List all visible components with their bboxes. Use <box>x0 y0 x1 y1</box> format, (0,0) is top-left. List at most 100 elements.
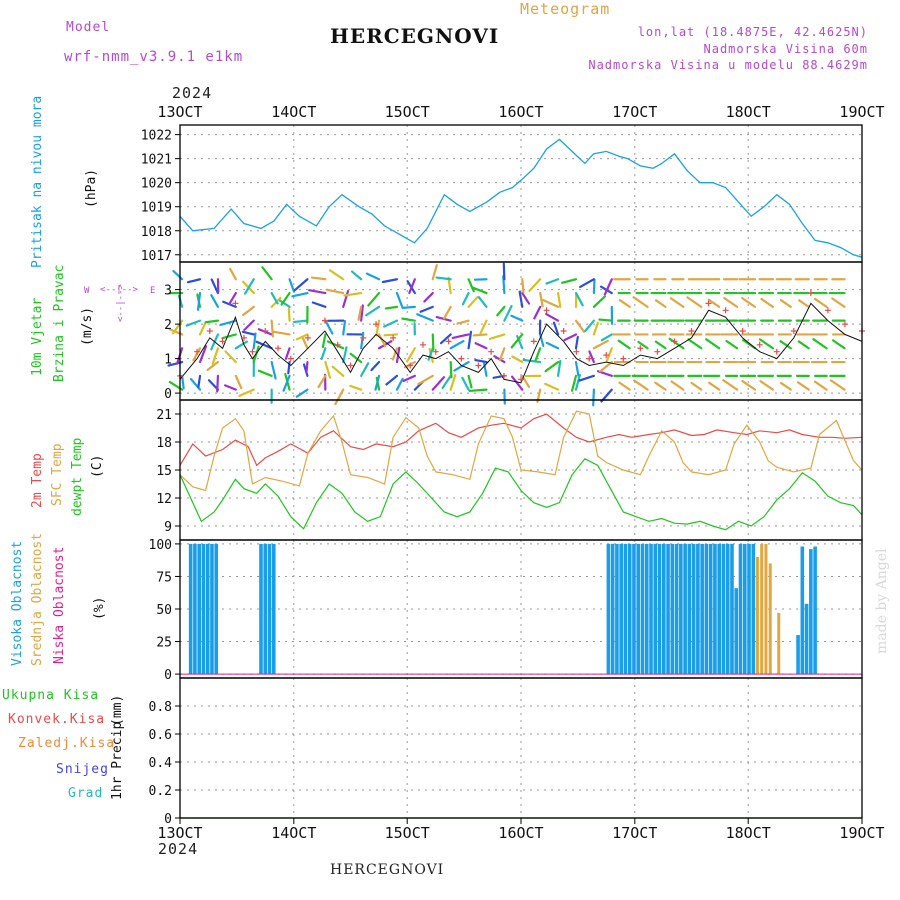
wind-gust-marker <box>419 341 426 348</box>
cloud-high-bar <box>606 543 611 675</box>
wind-arrow <box>705 338 721 350</box>
wind-gust-marker <box>705 300 712 307</box>
wind-arrow <box>357 305 363 321</box>
cloud-high-bar <box>734 588 739 675</box>
y-tick-label: 1021 <box>141 153 172 168</box>
cloud-high-bar <box>683 543 687 675</box>
cloud-low-label: Niska Oblacnost <box>52 546 67 664</box>
wind-arrow <box>288 278 296 293</box>
wind-arrow <box>479 319 488 335</box>
wind-gust-marker <box>240 334 247 341</box>
wind-arrow <box>284 347 291 360</box>
dewpt-series-label: dewpt Temp <box>70 437 85 516</box>
wind-arrow <box>375 319 381 337</box>
wind-arrow <box>708 381 721 391</box>
cloud-high-bar <box>201 543 206 675</box>
temp-sfc-line <box>179 410 863 492</box>
panel-frame <box>179 124 863 263</box>
wind-gust-marker <box>671 338 678 345</box>
wind-arrow <box>198 345 208 364</box>
wind-arrow <box>198 322 207 336</box>
wind-arrow <box>467 330 473 350</box>
wind-gust-marker <box>790 328 797 334</box>
wind-arrow <box>280 291 291 306</box>
wind-gust-marker <box>637 345 644 352</box>
wind-gust-marker <box>304 334 311 341</box>
wind-arrow <box>471 286 488 295</box>
wind-arrow <box>518 290 524 308</box>
wind-gust-marker <box>756 341 763 348</box>
cloud-high-bar <box>691 543 696 675</box>
wind-arrow <box>270 319 274 338</box>
wind-arrow <box>238 388 255 397</box>
wind-gust-marker <box>194 348 201 355</box>
wind-arrow <box>229 267 237 281</box>
y-tick-label: 100 <box>149 538 172 553</box>
wind-arrow <box>441 374 452 390</box>
cloud-high-bar <box>623 543 628 675</box>
wind-arrow <box>813 297 828 308</box>
wind-arrow <box>812 338 828 350</box>
wind-arrow <box>367 291 381 307</box>
wind-arrow <box>206 360 220 372</box>
wind-arrow <box>511 355 524 364</box>
x-tick-label-top: 18OCT <box>726 103 771 121</box>
cloud-high-bar <box>267 543 272 675</box>
cloud-high-bar <box>687 543 692 675</box>
wind-gust-marker <box>475 362 482 369</box>
wind-arrow <box>690 381 703 391</box>
cloud-high-bar <box>713 543 717 675</box>
wind-gust-marker <box>620 355 627 362</box>
wind-gust-marker <box>347 362 354 369</box>
wind-arrow <box>257 369 273 377</box>
wind-arrow <box>511 375 524 391</box>
wind-arrow <box>210 294 220 308</box>
wind-arrow <box>270 360 277 380</box>
wind-gust-marker <box>807 290 814 297</box>
wind-arrow <box>592 388 595 407</box>
wind-arrow <box>391 347 399 361</box>
wind-arrow <box>563 333 578 342</box>
wind-arrow <box>798 299 810 308</box>
station-elevation: Nadmorska Visina 60m <box>703 42 868 56</box>
wind-arrow <box>241 330 255 336</box>
wind-gust-marker <box>373 321 380 328</box>
wind-arrow <box>603 278 613 296</box>
wind-arrow <box>211 347 220 366</box>
wind-gust-marker <box>390 334 397 341</box>
panel-frame <box>179 539 863 679</box>
wind-series-label-1: 10m Vjetar <box>30 297 45 376</box>
wind-arrow <box>574 373 582 391</box>
cloud-high-bar <box>804 603 809 675</box>
grid-layer <box>180 125 862 819</box>
wind-arrow <box>310 276 327 281</box>
x-tick-label-bottom: 17OCT <box>612 824 657 842</box>
wind-arrow <box>592 321 599 336</box>
wind-arrow <box>632 296 649 308</box>
wind-arrow <box>172 269 184 281</box>
wind-series-label-2: Brzina i Pravac <box>52 264 67 382</box>
wind-arrow <box>328 269 345 281</box>
meteogram-label: Meteogram <box>520 0 611 18</box>
wind-arrow <box>282 374 291 392</box>
wind-arrow <box>461 291 470 306</box>
wind-arrow <box>579 278 595 289</box>
wind-arrow <box>395 291 404 309</box>
wind-arrow <box>707 298 721 308</box>
wind-arrow <box>722 379 739 391</box>
cloud-high-bar <box>259 543 263 675</box>
wind-arrow <box>360 304 364 322</box>
wind-gust-marker <box>321 317 328 324</box>
x-tick-label-top: 15OCT <box>385 103 430 121</box>
wind-arrow <box>668 337 685 350</box>
cloud-mid-bar <box>764 543 768 675</box>
wind-arrow <box>542 299 560 308</box>
y-tick-label: 1017 <box>141 249 172 264</box>
wind-arrow <box>829 379 846 391</box>
temp-dewpt-line <box>179 458 863 531</box>
wind-arrow <box>534 347 542 362</box>
wind-arrow <box>331 365 345 377</box>
y-tick-label: 3 <box>164 284 172 299</box>
wind-arrow <box>216 374 220 393</box>
